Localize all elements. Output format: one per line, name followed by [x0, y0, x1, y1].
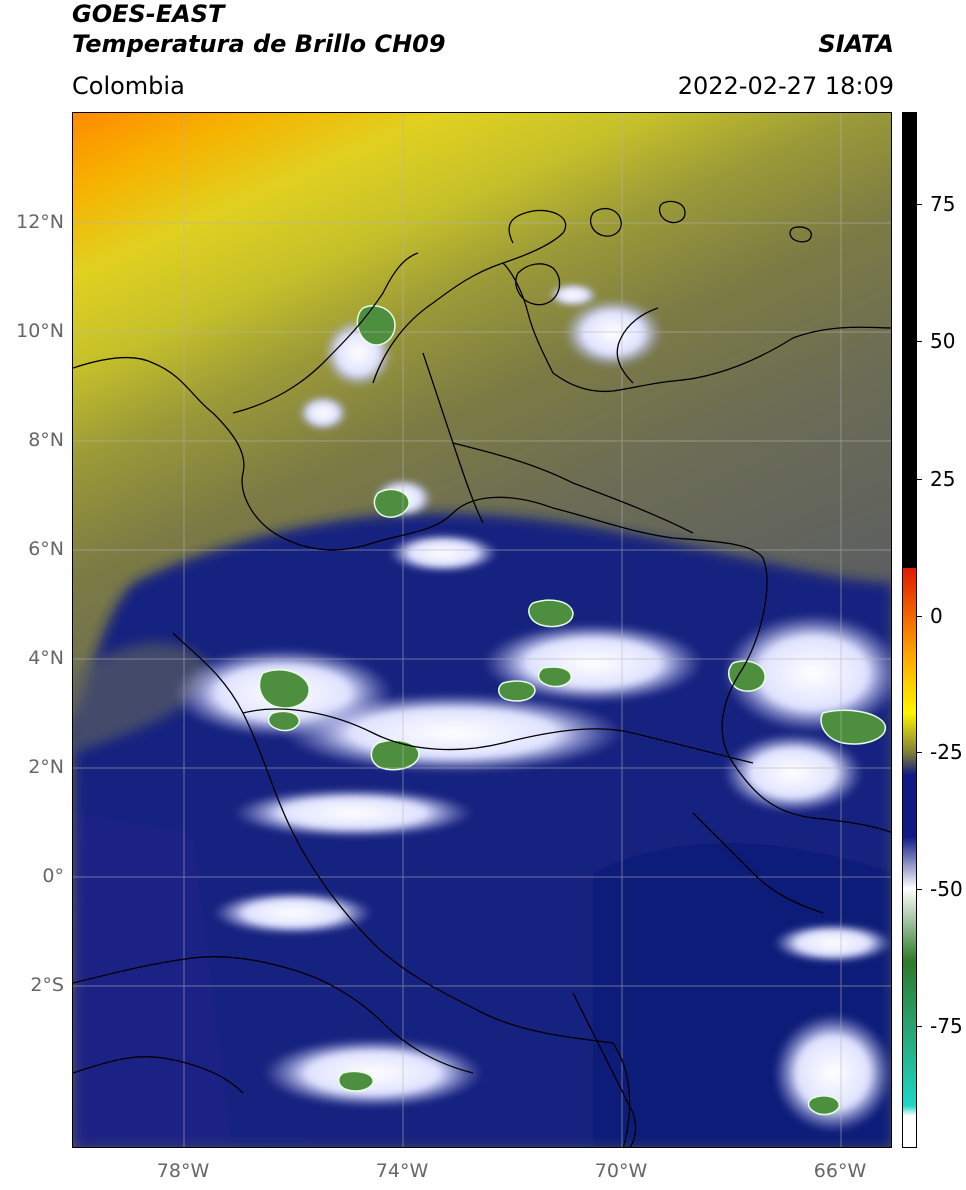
- region-label: Colombia: [72, 72, 185, 100]
- country-borders: [73, 200, 891, 1147]
- colorbar: [902, 112, 917, 1148]
- colorbar-label: -75: [930, 1014, 963, 1038]
- product-title: GOES-EAST: [72, 0, 225, 28]
- channel-title: Temperatura de Brillo CH09: [72, 30, 446, 58]
- colorbar-tick-mark: [917, 752, 922, 753]
- timestamp-label: 2022-02-27 18:09: [677, 72, 894, 100]
- lon-tick: 78°W: [156, 1160, 210, 1182]
- colorbar-tick-mark: [917, 1026, 922, 1027]
- colorbar-label: 25: [930, 467, 956, 491]
- colorbar-label: -25: [930, 740, 963, 764]
- lat-tick: 2°N: [28, 756, 64, 778]
- brightness-temperature-field: [73, 113, 891, 1147]
- colorbar-label: 75: [930, 192, 956, 216]
- colorbar-tick-mark: [917, 479, 922, 480]
- colorbar-tick-mark: [917, 616, 922, 617]
- lon-tick: 66°W: [813, 1160, 867, 1182]
- lat-tick: 0°: [42, 865, 64, 887]
- colorbar-label: 0: [930, 604, 943, 628]
- lat-tick: 10°N: [16, 320, 64, 342]
- satellite-map: [72, 112, 892, 1148]
- colorbar-tick-mark: [917, 204, 922, 205]
- lat-tick: 6°N: [28, 538, 64, 560]
- colorbar-tick-mark: [917, 341, 922, 342]
- colorbar-label: -50: [930, 877, 963, 901]
- lon-tick: 74°W: [375, 1160, 429, 1182]
- colorbar-label: 50: [930, 329, 956, 353]
- lat-tick: 2°S: [30, 974, 64, 996]
- lon-tick: 70°W: [594, 1160, 648, 1182]
- lat-tick: 8°N: [28, 429, 64, 451]
- lat-tick: 12°N: [16, 211, 64, 233]
- colorbar-tick-mark: [917, 889, 922, 890]
- source-label: SIATA: [818, 30, 894, 58]
- lat-tick: 4°N: [28, 647, 64, 669]
